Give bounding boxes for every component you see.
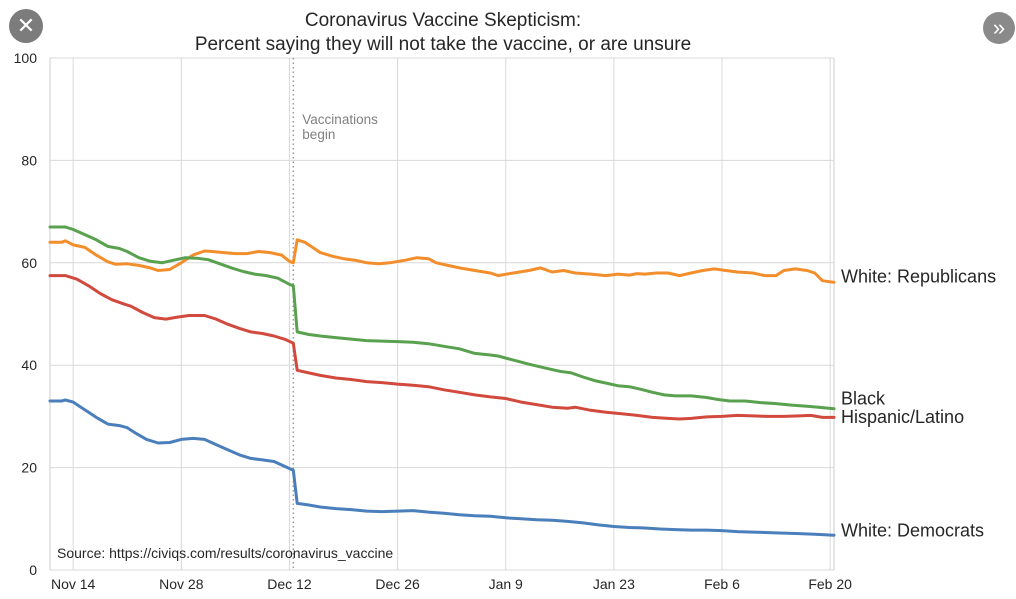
y-tick-label: 60 [21,255,37,271]
y-tick-labels: 0 20 40 60 80 100 [14,50,38,578]
chevron-double-right-icon: » [992,15,1006,40]
x-tick-label: Dec 26 [375,576,420,592]
vaccination-annotation: begin [302,127,335,142]
series-line-white-democrats [48,398,836,537]
series-lines [48,225,836,537]
series-line-hispanic-latino [48,274,836,421]
x-tick-label: Dec 12 [267,576,312,592]
series-label-white-democrats: White: Democrats [841,521,984,541]
vaccination-annotation: Vaccinations [302,112,378,127]
y-tick-label: 80 [21,152,37,168]
close-button[interactable]: ✕ [9,9,43,43]
y-tick-label: 40 [21,357,37,373]
chart-title: Coronavirus Vaccine Skepticism: [305,10,581,31]
y-tick-label: 20 [21,460,37,476]
series-label-hispanic-latino: Hispanic/Latino [841,407,964,427]
series-line-black [48,225,836,411]
close-icon: ✕ [16,13,36,38]
chart-subtitle: Percent saying they will not take the va… [195,34,691,55]
x-tick-label: Jan 23 [593,576,635,592]
x-tick-label: Jan 9 [489,576,523,592]
gridlines [50,57,834,571]
next-button[interactable]: » [983,12,1015,44]
x-tick-label: Nov 14 [51,576,96,592]
y-tick-label: 0 [29,562,37,578]
x-tick-labels: Nov 14 Nov 28 Dec 12 Dec 26 Jan 9 Jan 23 Feb 6… [51,576,852,592]
series-line-white-republicans [48,238,836,284]
plot-area [49,57,835,571]
series-label-white-republicans: White: Republicans [841,266,996,286]
x-tick-label: Feb 20 [808,576,852,592]
x-tick-label: Feb 6 [704,576,740,592]
y-tick-label: 100 [14,50,38,66]
x-tick-label: Nov 28 [159,576,204,592]
source-note: Source: https://civiqs.com/results/coron… [57,545,393,561]
series-label-black: Black [841,389,886,409]
